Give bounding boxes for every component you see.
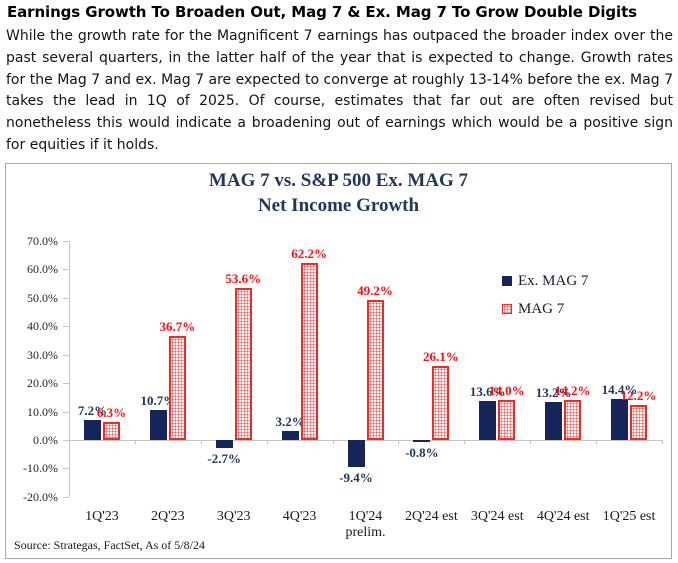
y-axis-tick-label: 70.0% xyxy=(27,234,58,248)
bar-value-label: 13.2% xyxy=(535,385,572,401)
y-axis-tick-label: 30.0% xyxy=(27,347,58,362)
x-axis-line xyxy=(69,440,662,441)
bar-value-label: 36.7% xyxy=(159,318,196,334)
x-axis-label: 1Q'23 xyxy=(85,509,119,524)
bar-value-label: 62.2% xyxy=(291,246,327,262)
y-axis-tick-label: 0.0% xyxy=(33,433,58,447)
x-axis-tick xyxy=(596,440,598,444)
y-axis-tick-label: -20.0% xyxy=(23,489,58,504)
bar-value-label: 13.6% xyxy=(469,384,506,400)
chart-legend: Ex. MAG 7 MAG 7 xyxy=(502,272,588,328)
x-axis-tick xyxy=(464,440,466,444)
x-axis-label: 3Q'24 est xyxy=(470,509,524,524)
y-axis-tick-label: 50.0% xyxy=(27,290,58,305)
legend-item-mag7: MAG 7 xyxy=(502,300,588,318)
bar-mag7-4Q'23 xyxy=(300,263,318,440)
y-axis-tick xyxy=(63,354,69,356)
bar-value-label: 49.2% xyxy=(357,283,393,299)
bar-value-label: 14.0% xyxy=(488,383,525,399)
bar-mag7-1Q'25 est xyxy=(630,405,648,440)
bar-ex-mag7-3Q'23 xyxy=(215,440,233,448)
x-axis-label: 3Q'23 xyxy=(216,509,251,524)
y-axis-tick xyxy=(63,496,69,498)
legend-label-ex-mag7: Ex. MAG 7 xyxy=(518,272,589,289)
page-title: Earnings Growth To Broaden Out, Mag 7 & … xyxy=(7,3,637,21)
y-axis-tick-label: 40.0% xyxy=(27,319,58,334)
x-axis-tick xyxy=(134,440,136,444)
y-axis-tick-label: 20.0% xyxy=(27,376,58,391)
x-axis-tick xyxy=(662,440,663,444)
chart-title-line2: Net Income Growth xyxy=(257,195,420,216)
y-axis-tick xyxy=(63,440,69,441)
x-axis-label: 1Q'25 est xyxy=(602,509,656,524)
bar-mag7-4Q'24 est xyxy=(564,399,582,440)
y-axis-tick xyxy=(63,297,69,299)
bar-ex-mag7-2Q'24 est xyxy=(413,440,431,443)
legend-swatch-mag7 xyxy=(502,304,512,314)
y-axis-tick-label: 60.0% xyxy=(27,262,58,277)
x-axis-tick xyxy=(530,440,532,444)
bar-ex-mag7-4Q'24 est xyxy=(545,402,563,440)
x-axis-label: 2Q'23 xyxy=(151,509,185,524)
chart-title-line1: MAG 7 vs. S&P 500 Ex. MAG 7 xyxy=(208,170,469,191)
x-axis-label: 4Q'24 est xyxy=(536,509,590,524)
y-axis-tick xyxy=(63,241,69,242)
bar-mag7-3Q'23 xyxy=(234,287,252,440)
bar-value-label: 12.2% xyxy=(620,388,657,404)
bar-value-label: 14.4% xyxy=(601,382,638,398)
bar-mag7-3Q'24 est xyxy=(498,400,516,440)
x-axis-label: 2Q'24 est xyxy=(405,509,458,524)
bar-mag7-1Q'24 xyxy=(366,300,384,440)
bar-mag7-1Q'23 xyxy=(102,422,120,440)
bar-value-label: 3.2% xyxy=(275,413,305,429)
bar-value-label: -0.8% xyxy=(405,445,439,461)
y-axis-tick xyxy=(63,326,69,328)
bar-ex-mag7-3Q'24 est xyxy=(479,401,497,440)
chart-panel: MAG 7 vs. S&P 500 Ex. MAG 7 Net Income G… xyxy=(5,163,672,559)
commentary-paragraph: While the growth rate for the Magnificen… xyxy=(6,28,673,153)
y-axis-tick-label: -10.0% xyxy=(23,461,58,476)
bar-value-label: -2.7% xyxy=(207,450,242,466)
bar-ex-mag7-1Q'24 xyxy=(347,440,365,467)
bar-value-label: 6.3% xyxy=(96,405,127,421)
bar-mag7-2Q'23 xyxy=(168,335,186,440)
legend-item-ex-mag7: Ex. MAG 7 xyxy=(502,272,588,290)
x-axis-tick xyxy=(332,440,334,444)
y-axis-line xyxy=(69,241,70,497)
legend-swatch-ex-mag7 xyxy=(502,276,512,286)
bar-value-label: -9.4% xyxy=(339,469,373,485)
bar-ex-mag7-1Q'23 xyxy=(83,419,101,440)
bar-value-label: 26.1% xyxy=(423,348,459,364)
y-axis-tick xyxy=(63,468,69,470)
x-axis-label: 1Q'24 prelim. xyxy=(345,509,386,540)
x-axis-tick xyxy=(398,440,400,444)
x-axis-label: 4Q'23 xyxy=(282,509,317,524)
bar-ex-mag7-2Q'23 xyxy=(149,409,167,440)
x-axis-tick xyxy=(200,440,202,444)
y-axis-tick-label: 10.0% xyxy=(27,404,58,419)
bar-mag7-2Q'24 est xyxy=(432,365,450,440)
bar-ex-mag7-4Q'23 xyxy=(281,430,299,440)
y-axis-tick xyxy=(63,411,69,413)
bar-value-label: 53.6% xyxy=(225,270,262,286)
y-axis-tick xyxy=(63,269,69,271)
bar-value-label: 14.2% xyxy=(554,382,591,398)
source-note: Source: Strategas, FactSet, As of 5/8/24 xyxy=(14,538,205,552)
chart-title: MAG 7 vs. S&P 500 Ex. MAG 7 Net Income G… xyxy=(6,168,671,218)
bar-ex-mag7-1Q'25 est xyxy=(611,399,629,440)
bar-value-label: 10.7% xyxy=(140,392,177,408)
x-axis-tick xyxy=(69,440,70,444)
legend-label-mag7: MAG 7 xyxy=(518,300,565,317)
x-axis-tick xyxy=(266,440,268,444)
bar-value-label: 7.2% xyxy=(77,402,108,418)
y-axis-tick xyxy=(63,383,69,385)
